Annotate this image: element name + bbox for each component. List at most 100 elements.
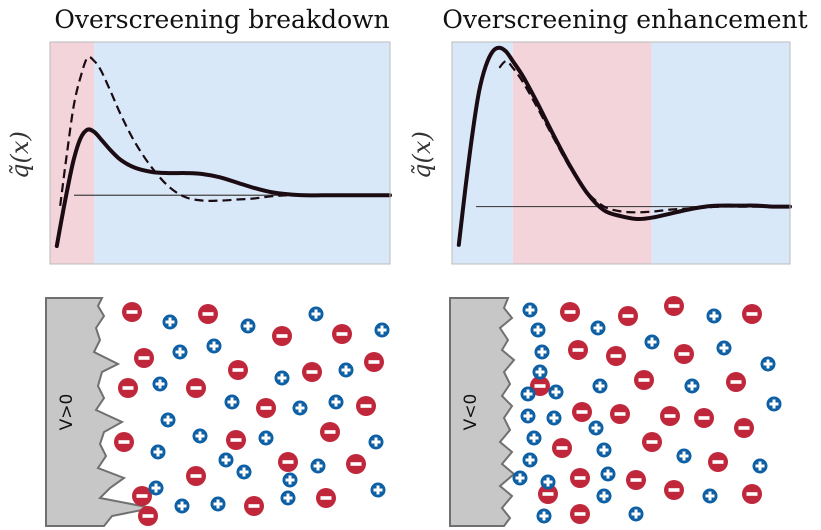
series-dashed-line [59,55,390,207]
cation-ion [224,394,240,410]
anion-ion [618,306,638,326]
cation-ion [282,472,298,488]
electrode-diagram-right: V<0 [449,297,516,527]
anion-ion [606,346,626,366]
cation-ion [522,452,538,468]
cation-ion [160,412,176,428]
anion-ion [316,488,336,508]
anion-ion [610,404,630,424]
cation-ion [530,322,546,338]
anion-ion [332,324,352,344]
anion-ion [118,378,138,398]
cation-ion [548,384,564,400]
shaded-region-2 [651,42,790,264]
cation-ion [174,498,190,514]
cation-ion [368,434,384,450]
cation-ion [588,420,604,436]
anion-ion [346,454,366,474]
anion-ion [560,302,580,322]
cation-ion [280,490,296,506]
anion-ion [742,484,762,504]
anion-ion [186,378,206,398]
cation-ion [716,340,732,356]
cation-ion [512,470,528,486]
cation-ion [520,408,536,424]
anion-ion [694,408,714,428]
anion-ion [674,344,694,364]
anion-ion [660,406,680,426]
panel-title-right: Overscreening enhancement [442,5,807,34]
cation-ion [596,488,612,504]
anion-ion [664,480,684,500]
anion-ion [228,360,248,380]
cation-ion [370,482,386,498]
anion-ion [134,348,154,368]
shaded-region-1 [512,42,652,264]
cation-ion [536,508,552,524]
anion-ion [320,422,340,442]
series-dashed-line [498,59,790,214]
cation-ion [520,386,536,402]
cation-ion [600,466,616,482]
cation-ion [540,474,556,490]
cation-ion [236,464,252,480]
cation-ion [590,320,606,336]
anion-ion [364,352,384,372]
cation-ion [308,306,324,322]
cation-ion [534,344,550,360]
cation-ion [172,344,188,360]
anion-ion [742,304,762,324]
plot-frame [451,41,791,265]
cation-ion [760,356,776,372]
anion-ion [530,376,550,396]
chart-overscreening-enhancement [451,41,792,265]
anion-ion [568,340,588,360]
anion-ion [726,372,746,392]
cation-ion [162,314,178,330]
cation-ion [218,452,234,468]
cation-ion [706,308,722,324]
cation-ion [546,410,562,426]
chart-overscreening-breakdown [49,41,392,265]
anion-ion [114,432,134,452]
cation-ion [644,334,660,350]
cation-ion [592,378,608,394]
cation-ion [752,458,768,474]
cation-ion [374,322,390,338]
anion-ion [132,486,152,506]
cation-ion [522,302,538,318]
anion-ion [642,432,662,452]
cation-ion [206,338,222,354]
anion-ion [552,438,572,458]
y-axis-label-right: q̃(x) [408,131,436,179]
plot-frame [49,41,391,265]
anion-ion [538,484,558,504]
anion-ion [664,296,684,316]
cation-ion [150,444,166,460]
cation-ion [676,448,692,464]
anion-ion [226,430,246,450]
cation-ion [338,362,354,378]
cation-ion [310,458,326,474]
anion-ion [570,504,590,524]
y-axis-label-left: q̃(x) [6,131,34,179]
electrode-voltage-label-right: V<0 [461,394,481,431]
anion-ion [244,496,264,516]
electrode-surface-right [449,297,516,527]
anion-ion [138,506,158,526]
anion-ion [302,362,322,382]
cation-ion [526,430,542,446]
cation-ion [596,442,612,458]
anion-ion [734,418,754,438]
cation-ion [152,376,168,392]
anion-ion [572,402,592,422]
cation-ion [628,506,644,522]
cation-ion [328,394,344,410]
cation-ion [210,496,226,512]
cation-ion [292,400,308,416]
shaded-region-0 [50,42,95,264]
cation-ion [192,428,208,444]
cation-ion [148,480,164,496]
series-solid-line [456,45,792,247]
